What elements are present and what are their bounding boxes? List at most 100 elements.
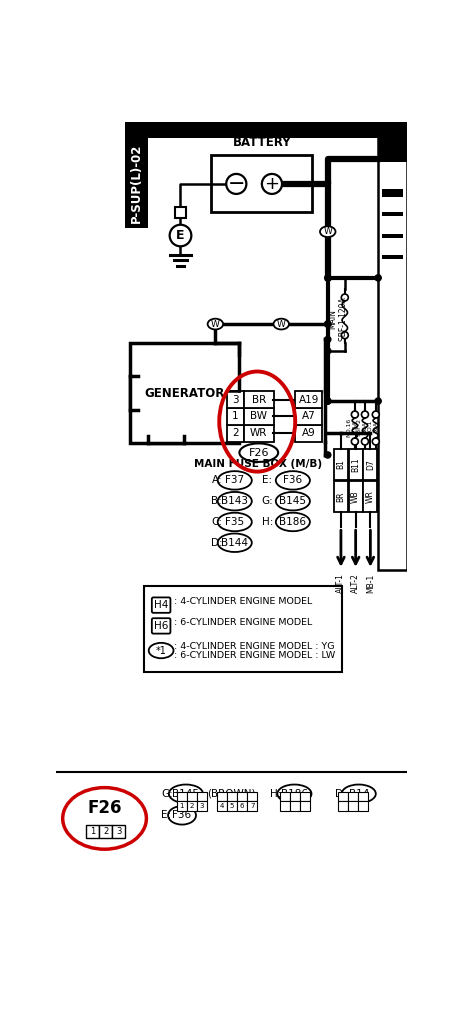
Text: 1: 1: [179, 803, 184, 809]
Ellipse shape: [217, 534, 251, 552]
Text: E:: E:: [261, 475, 272, 485]
Bar: [175, 207, 185, 218]
Circle shape: [169, 225, 191, 246]
Text: ALT-2: ALT-2: [350, 573, 359, 594]
Text: A9: A9: [301, 428, 315, 439]
Ellipse shape: [273, 319, 288, 329]
Bar: [357, 801, 367, 810]
Bar: [333, 449, 347, 479]
Bar: [244, 424, 273, 442]
Text: BW: BW: [250, 411, 267, 421]
Ellipse shape: [217, 513, 251, 531]
Circle shape: [324, 347, 330, 355]
Text: WB: WB: [350, 490, 359, 502]
Bar: [244, 391, 273, 408]
Text: A:: A:: [211, 475, 221, 485]
Text: W: W: [211, 319, 219, 328]
Circle shape: [324, 452, 330, 458]
Text: 1: 1: [232, 411, 238, 421]
Circle shape: [226, 174, 246, 193]
Circle shape: [374, 398, 380, 404]
Text: F26: F26: [248, 448, 268, 458]
Ellipse shape: [217, 492, 251, 511]
Bar: [247, 801, 257, 810]
Text: G:: G:: [261, 496, 273, 506]
Text: 2: 2: [232, 428, 238, 439]
Text: H:: H:: [261, 517, 273, 527]
Text: B144: B144: [221, 538, 248, 548]
Circle shape: [341, 332, 348, 338]
Bar: [211, 155, 312, 213]
Bar: [295, 408, 322, 424]
Text: B:: B:: [211, 496, 222, 506]
Text: NO.1
30A: NO.1 30A: [367, 419, 377, 435]
Bar: [244, 408, 273, 424]
Bar: [247, 792, 257, 801]
Bar: [289, 792, 299, 801]
Text: 1: 1: [90, 828, 95, 837]
Ellipse shape: [319, 226, 335, 237]
Text: F26: F26: [87, 798, 121, 816]
Bar: [381, 234, 402, 238]
Text: : 6-CYLINDER ENGINE MODEL: : 6-CYLINDER ENGINE MODEL: [173, 618, 311, 627]
Text: C:: C:: [211, 517, 222, 527]
Text: SBF-2
50A: SBF-2 50A: [356, 418, 366, 437]
Text: MAIN
SBF-1 120A: MAIN SBF-1 120A: [327, 297, 347, 340]
Bar: [130, 343, 238, 444]
Text: 3: 3: [199, 803, 203, 809]
Bar: [226, 792, 237, 801]
Ellipse shape: [168, 806, 196, 825]
Text: B1: B1: [336, 459, 345, 469]
Text: H4: H4: [154, 600, 168, 610]
Text: B143: B143: [221, 496, 248, 506]
Text: −: −: [227, 174, 244, 193]
Text: 6: 6: [239, 803, 244, 809]
Text: MAIN FUSE BOX (M/B): MAIN FUSE BOX (M/B): [193, 459, 322, 469]
Bar: [226, 408, 244, 424]
Bar: [176, 792, 186, 801]
Circle shape: [374, 275, 380, 281]
Bar: [112, 826, 125, 839]
Bar: [196, 792, 207, 801]
Text: F36: F36: [283, 475, 302, 485]
Circle shape: [372, 411, 378, 418]
Ellipse shape: [275, 471, 309, 489]
Bar: [289, 801, 299, 810]
Bar: [337, 792, 347, 801]
Bar: [381, 213, 402, 216]
Ellipse shape: [275, 492, 309, 511]
Bar: [124, 138, 147, 228]
Bar: [347, 792, 357, 801]
Text: NO.16
7.5A: NO.16 7.5A: [345, 417, 356, 437]
Circle shape: [324, 321, 330, 327]
Text: BR: BR: [336, 491, 345, 501]
Ellipse shape: [148, 643, 173, 658]
Text: D:: D:: [335, 789, 346, 799]
Bar: [216, 792, 226, 801]
Text: F36: F36: [172, 810, 191, 821]
Text: B145: B145: [279, 496, 306, 506]
Text: MB-1: MB-1: [365, 573, 374, 593]
FancyBboxPatch shape: [152, 618, 170, 633]
Ellipse shape: [239, 444, 277, 462]
Text: B14: B14: [348, 789, 368, 799]
Ellipse shape: [169, 784, 202, 803]
Bar: [237, 792, 247, 801]
Bar: [216, 801, 226, 810]
Bar: [295, 424, 322, 442]
Bar: [295, 391, 322, 408]
Bar: [347, 801, 357, 810]
Bar: [357, 792, 367, 801]
Bar: [363, 481, 377, 512]
Circle shape: [324, 321, 330, 327]
Bar: [86, 826, 99, 839]
Ellipse shape: [275, 513, 309, 531]
Ellipse shape: [341, 784, 375, 803]
Text: H:: H:: [269, 789, 281, 799]
Text: D7: D7: [365, 459, 374, 470]
Text: 3: 3: [232, 394, 238, 404]
Bar: [337, 801, 347, 810]
Circle shape: [261, 174, 281, 193]
Text: B186: B186: [279, 517, 306, 527]
Bar: [128, 376, 138, 410]
